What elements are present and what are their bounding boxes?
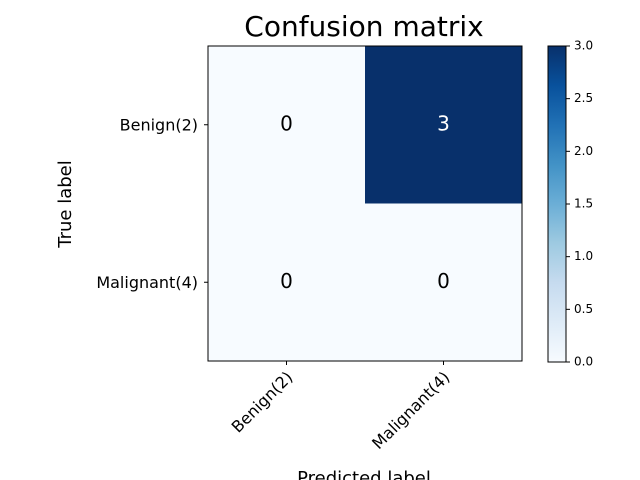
colorbar-tick-label: 3.0: [574, 39, 593, 53]
cell-value: 0: [280, 269, 293, 293]
y-tick-label: Malignant(4): [96, 273, 198, 292]
cell-value: 3: [437, 111, 450, 135]
x-tick-label: Malignant(4): [368, 368, 453, 453]
colorbar-tick-label: 0.0: [574, 355, 593, 369]
y-tick-label: Benign(2): [120, 115, 198, 134]
plot-frame: [207, 45, 523, 362]
colorbar: [547, 45, 567, 363]
heatmap-cell: [208, 46, 365, 204]
colorbar-tick-label: 2.0: [574, 144, 593, 158]
heatmap-cell: [208, 203, 365, 361]
colorbar-tick-label: 2.5: [574, 91, 593, 105]
x-axis-label: Predicted label: [297, 468, 431, 480]
y-axis-label: True label: [55, 160, 76, 249]
x-tick-label: Benign(2): [228, 368, 297, 437]
cell-value: 0: [437, 269, 450, 293]
colorbar-tick-label: 1.5: [574, 197, 593, 211]
cell-value: 0: [280, 111, 293, 135]
chart-title: Confusion matrix: [244, 10, 483, 43]
colorbar-tick-label: 0.5: [574, 302, 593, 316]
heatmap-cell: [365, 203, 522, 361]
heatmap-cell: [365, 46, 522, 204]
colorbar-tick-label: 1.0: [574, 249, 593, 263]
